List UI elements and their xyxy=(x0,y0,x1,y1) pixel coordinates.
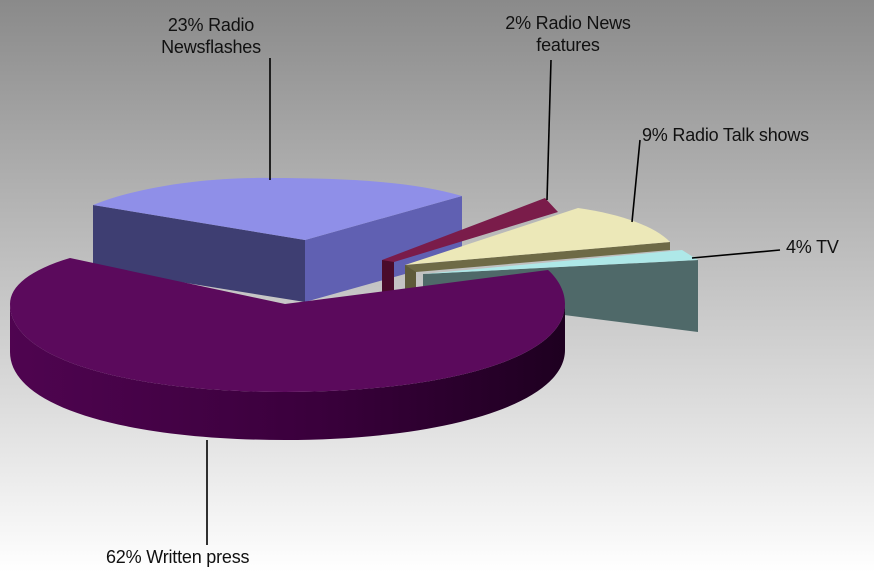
leader-line-radio-talk-shows xyxy=(631,139,641,223)
label-radio-news-features-line2: features xyxy=(536,35,600,55)
slice-radio-newsflashes-left-face xyxy=(93,205,305,302)
slice-radio-news-features xyxy=(382,198,558,300)
label-tv: 4% TV xyxy=(786,236,839,258)
label-written-press-line1: 62% Written press xyxy=(106,547,250,567)
leader-line-tv xyxy=(691,249,781,259)
slice-tv-top xyxy=(423,250,698,274)
label-written-press: 62% Written press xyxy=(106,546,250,568)
label-tv-line1: 4% TV xyxy=(786,237,839,257)
slice-written-press-side xyxy=(10,304,565,440)
label-radio-news-features-line1: 2% Radio News xyxy=(505,13,631,33)
slice-written-press-top xyxy=(10,258,565,392)
label-radio-talk-shows: 9% Radio Talk shows xyxy=(642,124,809,146)
slice-radio-newsflashes xyxy=(93,177,462,302)
slice-radio-talk-shows-edge xyxy=(405,242,670,272)
slice-radio-news-features-top xyxy=(382,198,558,262)
label-radio-newsflashes: 23% Radio Newsflashes xyxy=(152,14,270,58)
slice-written-press xyxy=(10,258,565,440)
slice-radio-newsflashes-top xyxy=(93,177,462,240)
slice-radio-talk-shows-top xyxy=(405,208,670,265)
leader-line-radio-news-features xyxy=(546,59,552,201)
slice-radio-newsflashes-right-face xyxy=(305,196,462,302)
label-radio-news-features: 2% Radio News features xyxy=(488,12,648,56)
label-radio-newsflashes-line2: Newsflashes xyxy=(161,37,261,57)
label-radio-newsflashes-line1: 23% Radio xyxy=(167,15,255,35)
slice-radio-news-features-front xyxy=(382,260,394,300)
label-radio-talk-shows-line1: 9% Radio Talk shows xyxy=(642,125,809,145)
